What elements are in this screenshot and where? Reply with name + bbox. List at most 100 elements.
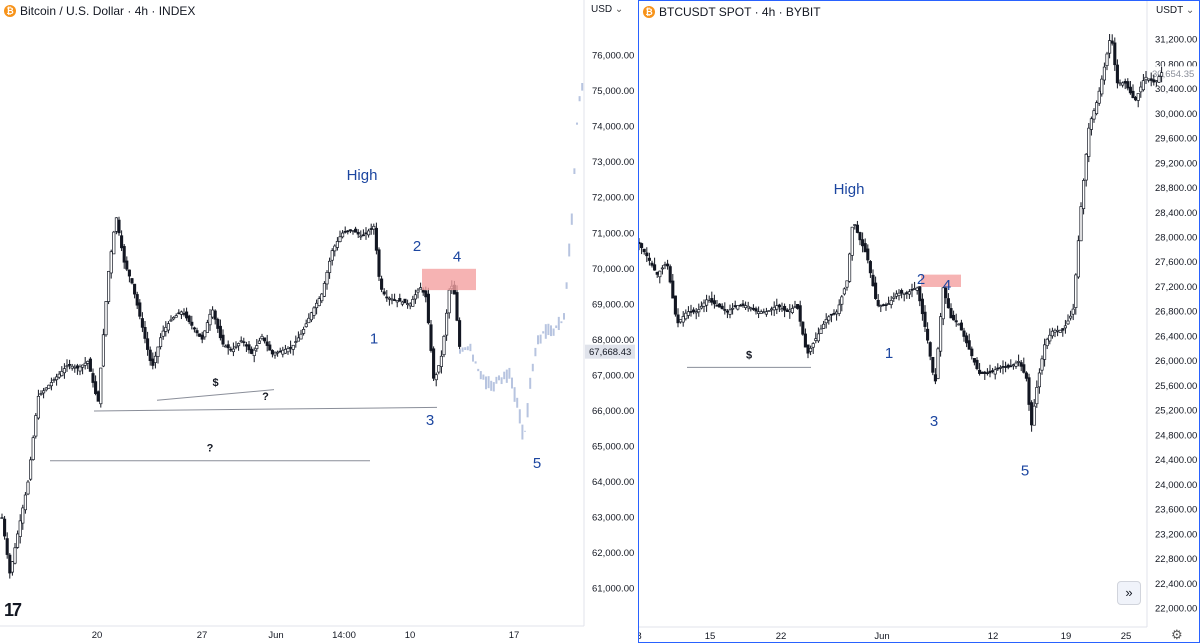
candle-body (1024, 372, 1028, 379)
candle-body (18, 520, 22, 537)
candle-body (395, 300, 399, 303)
candle-body (195, 330, 199, 334)
level-label: $ (746, 349, 752, 361)
price-tick-label: 22,000.00 (1155, 604, 1197, 615)
candle-body (361, 234, 365, 237)
price-tick-label: 75,000.00 (592, 86, 634, 97)
candle-body (130, 278, 134, 284)
wave-label: 5 (533, 455, 541, 472)
candle-body (879, 305, 883, 308)
wave-label: High (834, 181, 865, 198)
candle-body (1030, 402, 1034, 426)
candle-body (1048, 334, 1052, 342)
right-chart-pane[interactable]: 31,200.00 30,800.00 30,400.00 30,000.00 29,6… (638, 0, 1200, 643)
price-tick-label: 22,400.00 (1155, 579, 1197, 590)
candle-body (1009, 365, 1013, 368)
candle-body (980, 371, 984, 374)
candle-body (88, 358, 92, 372)
candle-body (751, 307, 755, 310)
candle-body (954, 320, 958, 323)
candle-body (710, 298, 714, 303)
candle-body (1134, 97, 1138, 101)
candle-body (346, 230, 350, 233)
candle-body (884, 304, 888, 306)
candle-body (663, 264, 667, 267)
candle-body (988, 370, 992, 374)
candle-body (692, 309, 696, 313)
left-currency-selector[interactable]: USD ⌄ (591, 4, 623, 15)
candle-body (255, 345, 259, 350)
candle-body (278, 350, 282, 353)
candle-body (304, 323, 308, 328)
candle-body (801, 321, 805, 335)
price-tick-label: 63,000.00 (592, 513, 634, 524)
candle-body (161, 330, 165, 337)
candle-body (1095, 102, 1099, 115)
candle-body (458, 320, 462, 347)
candle-body (289, 347, 293, 349)
price-tick-label: 27,600.00 (1155, 257, 1197, 268)
candle-body (1144, 76, 1148, 81)
wave-label: 4 (943, 277, 951, 294)
candle-body (699, 305, 703, 309)
candle-body (946, 298, 950, 309)
candle-body (109, 251, 113, 274)
candle-body (858, 232, 862, 241)
candle-body (647, 257, 651, 261)
time-tick-label: Jun (268, 630, 283, 641)
candle-body (114, 217, 118, 232)
candle-body (780, 308, 784, 311)
candle-body (5, 538, 9, 555)
left-chart-canvas[interactable]: 76,000.00 75,000.00 74,000.00 73,000.00 72,0… (0, 0, 638, 643)
candle-body (1128, 86, 1132, 94)
candle-body (978, 369, 982, 374)
candle-body (283, 348, 287, 354)
left-chart-pane[interactable]: 76,000.00 75,000.00 74,000.00 73,000.00 72,0… (0, 0, 638, 643)
candle-body (1050, 330, 1054, 337)
candle-body (744, 305, 748, 308)
candle-body (94, 381, 98, 394)
candle-body (380, 278, 384, 290)
candle-body (250, 348, 254, 354)
candle-body (330, 250, 334, 261)
candle-body (686, 311, 690, 316)
candle-body (348, 229, 352, 232)
candle-body (889, 299, 893, 305)
gear-icon[interactable]: ⚙ (1171, 627, 1183, 642)
candle-body (736, 305, 740, 310)
candle-body (1019, 362, 1023, 367)
candle-body (10, 561, 14, 573)
candle-body (1035, 387, 1039, 405)
candle-body (967, 340, 971, 350)
candle-body (814, 338, 818, 341)
candle-body (697, 309, 701, 313)
candle-body (369, 228, 373, 230)
candle-body (203, 330, 207, 338)
candle-body (260, 335, 264, 340)
right-currency-selector[interactable]: USDT ⌄ (1156, 5, 1194, 16)
candle-body (671, 280, 675, 299)
candle-body (1045, 338, 1049, 347)
scroll-to-realtime-button[interactable]: » (1117, 581, 1141, 605)
candle-body (364, 232, 368, 235)
right-chart-canvas[interactable]: 31,200.00 30,800.00 30,400.00 30,000.00 29,6… (639, 1, 1200, 643)
time-tick-label: 14:00 (332, 630, 356, 641)
candle-body (65, 365, 69, 368)
candle-body (356, 231, 360, 235)
candle-body (822, 323, 826, 329)
candle-body (746, 305, 750, 309)
candle-body (419, 287, 423, 290)
candle-body (866, 248, 870, 261)
left-chart-legend: ₿ Bitcoin / U.S. Dollar · 4h · INDEX (4, 4, 195, 18)
candle-body (993, 369, 997, 375)
time-tick-label: 25 (1121, 631, 1132, 642)
candle-body (127, 269, 131, 277)
candle-body (148, 349, 152, 361)
candle-body (408, 303, 412, 307)
candle-body (684, 312, 688, 320)
candle-body (21, 507, 25, 524)
candle-body (757, 311, 761, 314)
price-tick-label: 76,000.00 (592, 51, 634, 62)
candle-body (52, 379, 56, 382)
time-tick-label: 8 (639, 631, 642, 642)
